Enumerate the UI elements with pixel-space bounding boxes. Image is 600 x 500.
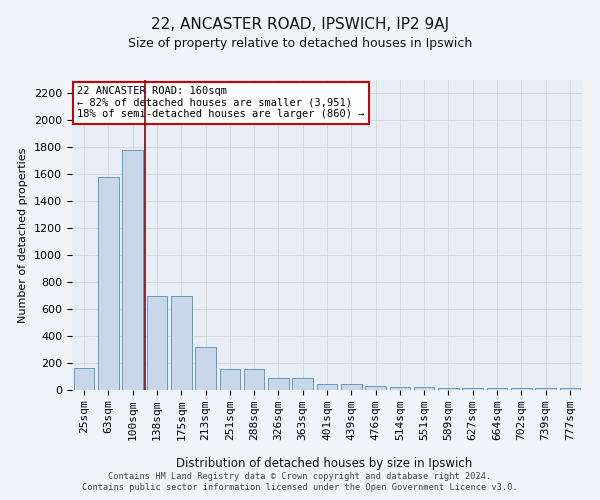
Bar [122, 150, 143, 390]
Text: Contains HM Land Registry data © Crown copyright and database right 2024.: Contains HM Land Registry data © Crown c… [109, 472, 491, 481]
Bar [365, 386, 386, 390]
Text: 22 ANCASTER ROAD: 160sqm
← 82% of detached houses are smaller (3,951)
18% of sem: 22 ANCASTER ROAD: 160sqm ← 82% of detach… [77, 86, 365, 120]
Text: Distribution of detached houses by size in Ipswich: Distribution of detached houses by size … [176, 458, 472, 470]
Bar [414, 388, 434, 390]
Text: Size of property relative to detached houses in Ipswich: Size of property relative to detached ho… [128, 38, 472, 51]
Bar [389, 388, 410, 390]
Bar [74, 368, 94, 390]
Text: 22, ANCASTER ROAD, IPSWICH, IP2 9AJ: 22, ANCASTER ROAD, IPSWICH, IP2 9AJ [151, 18, 449, 32]
Bar [438, 388, 459, 390]
Bar [341, 384, 362, 390]
Bar [146, 296, 167, 390]
Bar [463, 388, 483, 390]
Bar [220, 368, 240, 390]
Bar [317, 384, 337, 390]
Bar [98, 177, 119, 390]
Bar [487, 388, 508, 390]
Bar [268, 378, 289, 390]
Bar [195, 347, 216, 390]
Bar [535, 388, 556, 390]
Bar [244, 368, 265, 390]
Bar [171, 296, 191, 390]
Bar [560, 388, 580, 390]
Bar [511, 388, 532, 390]
Text: Contains public sector information licensed under the Open Government Licence v3: Contains public sector information licen… [82, 484, 518, 492]
Bar [292, 378, 313, 390]
Y-axis label: Number of detached properties: Number of detached properties [19, 148, 28, 322]
